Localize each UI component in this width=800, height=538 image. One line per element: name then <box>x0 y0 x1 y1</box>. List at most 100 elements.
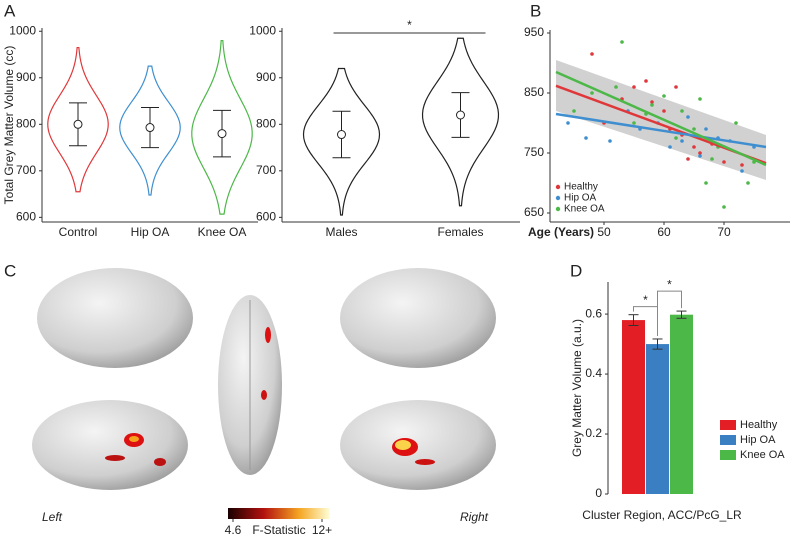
y-tick-label: 600 <box>256 210 276 224</box>
y-tick-label: 650 <box>524 205 544 219</box>
y-tick-label: 900 <box>256 70 276 84</box>
scatter-point <box>686 115 690 119</box>
colorbar-tick-label: 4.6 <box>225 523 242 537</box>
mean-marker <box>73 119 83 129</box>
scatter-point <box>590 91 594 95</box>
legend-label: Knee OA <box>564 204 605 215</box>
scatter-point <box>632 85 636 89</box>
annotation: * <box>407 18 412 32</box>
y-tick-label: 900 <box>16 70 36 84</box>
y-tick-label: 850 <box>524 85 544 99</box>
x-tick-label: 60 <box>657 225 671 239</box>
y-tick-label: 600 <box>16 210 36 224</box>
scatter-point <box>722 205 726 209</box>
y-tick-label: 0 <box>595 486 602 500</box>
scatter-point <box>662 109 666 113</box>
panel-label: B <box>530 1 541 20</box>
significance-bracket <box>657 290 682 336</box>
panel-label: A <box>4 1 16 20</box>
colorbar-label: F-Statistic <box>252 523 305 537</box>
brain-renders <box>32 268 496 490</box>
scatter-point <box>650 100 654 104</box>
scatter-point <box>698 151 702 155</box>
x-axis-label: Age (Years) <box>528 225 594 239</box>
mean-marker <box>145 123 155 133</box>
x-tick-label: Hip OA <box>131 225 170 239</box>
annotation: * <box>667 277 672 291</box>
legend-marker <box>555 184 561 190</box>
y-tick-label: 750 <box>524 145 544 159</box>
x-axis-label: Cluster Region, ACC/PcG_LR <box>582 508 742 522</box>
x-tick-label: Knee OA <box>198 225 247 239</box>
violin <box>421 37 500 207</box>
y-tick-label: 800 <box>256 116 276 130</box>
scatter-point <box>704 181 708 185</box>
y-tick-label: 1000 <box>9 23 36 37</box>
scatter-point <box>692 145 696 149</box>
panel-label: D <box>570 261 582 280</box>
x-tick-label: Control <box>59 225 98 239</box>
mean-marker <box>337 130 346 140</box>
mean-marker <box>456 110 465 120</box>
scatter-point <box>680 109 684 113</box>
violin <box>119 65 181 196</box>
scatter-point <box>572 109 576 113</box>
scatter-point <box>674 85 678 89</box>
y-tick-label: 0.4 <box>585 366 602 380</box>
scatter-point <box>680 139 684 143</box>
scatter-point <box>584 136 588 140</box>
y-tick-label: 1000 <box>249 23 276 37</box>
scatter-point <box>662 94 666 98</box>
legend-marker <box>555 195 561 201</box>
legend-label: Healthy <box>564 182 598 193</box>
violin <box>191 39 253 215</box>
scatter-point <box>632 121 636 125</box>
hemisphere-label: Right <box>460 510 489 524</box>
scatter-point <box>722 160 726 164</box>
x-tick-label: 50 <box>597 225 611 239</box>
scatter-point <box>620 40 624 44</box>
violin <box>47 46 109 193</box>
scatter-point <box>590 52 594 56</box>
scatter-point <box>704 127 708 131</box>
annotation: * <box>643 293 648 307</box>
x-tick-label: 70 <box>717 225 731 239</box>
scatter-point <box>734 121 738 125</box>
y-tick-label: 800 <box>16 116 36 130</box>
panel-label: C <box>4 261 16 280</box>
legend-marker <box>555 206 561 212</box>
y-axis-label: Total Grey Matter Volume (cc) <box>2 46 16 205</box>
scatter-point <box>566 121 570 125</box>
legend-swatch <box>720 450 736 460</box>
x-tick-label: Females <box>437 225 483 239</box>
scatter-point <box>650 103 654 107</box>
colorbar-tick-label: 12+ <box>312 523 332 537</box>
y-axis-label: Grey Matter Volume (a.u.) <box>570 319 584 457</box>
scatter-point <box>740 169 744 173</box>
fit-line <box>555 70 767 167</box>
bar <box>670 314 693 494</box>
scatter-point <box>740 163 744 167</box>
scatter-point <box>698 154 702 158</box>
scatter-point <box>692 127 696 131</box>
scatter-point <box>686 157 690 161</box>
scatter-point <box>644 79 648 83</box>
legend-label: Hip OA <box>740 434 776 446</box>
violin <box>302 67 381 216</box>
legend-label: Hip OA <box>564 193 597 204</box>
bar <box>646 344 669 494</box>
y-tick-label: 0.6 <box>585 306 602 320</box>
fit-line <box>555 112 767 149</box>
colorbar <box>228 508 330 519</box>
scatter-point <box>608 139 612 143</box>
legend-swatch <box>720 420 736 430</box>
scatter-point <box>746 181 750 185</box>
legend-swatch <box>720 435 736 445</box>
legend-label: Healthy <box>740 419 778 431</box>
hemisphere-label: Left <box>42 510 63 524</box>
y-tick-label: 700 <box>256 163 276 177</box>
scatter-point <box>614 85 618 89</box>
mean-marker <box>217 129 227 139</box>
y-tick-label: 0.2 <box>585 426 602 440</box>
